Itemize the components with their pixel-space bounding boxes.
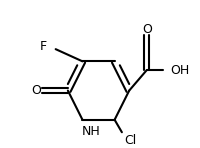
Text: NH: NH <box>82 125 101 138</box>
Text: F: F <box>39 40 47 53</box>
Text: O: O <box>31 84 41 97</box>
Text: Cl: Cl <box>125 134 137 147</box>
Text: OH: OH <box>170 64 189 77</box>
Text: O: O <box>142 23 152 36</box>
